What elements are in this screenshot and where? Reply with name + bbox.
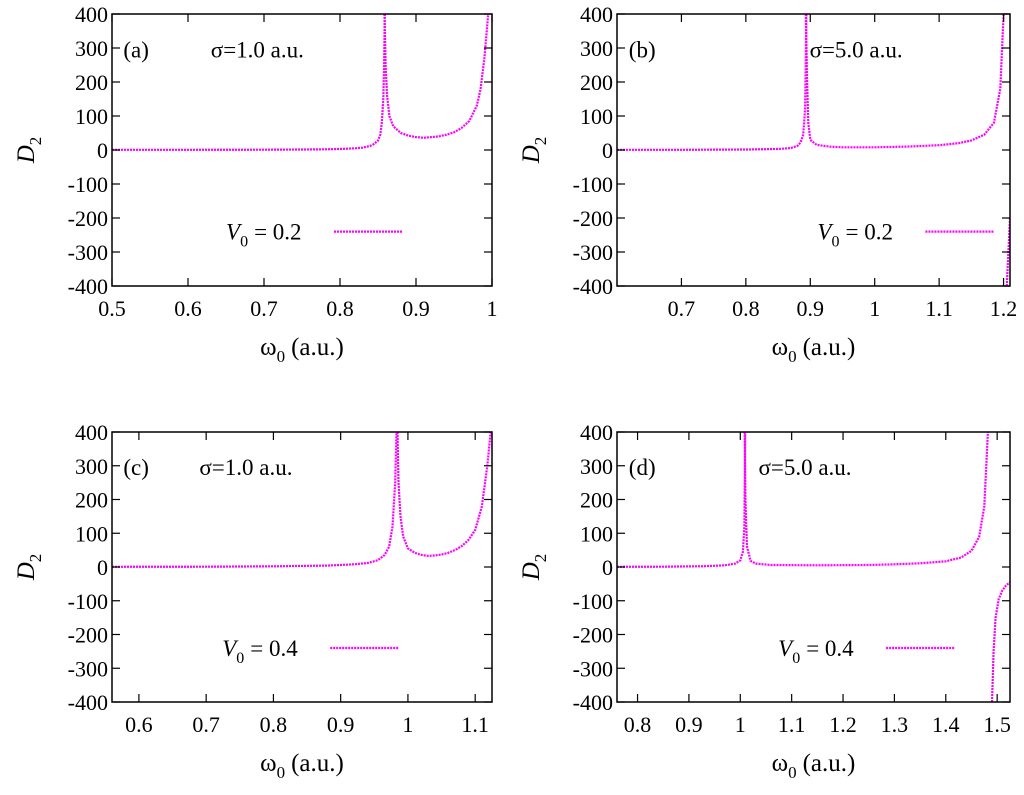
series-line-group xyxy=(112,432,492,568)
x-tick-label: 0.9 xyxy=(327,712,355,737)
y-tick-label: 0 xyxy=(97,555,108,580)
legend-label: V0 = 0.4 xyxy=(222,636,298,667)
x-tick-label: 0.9 xyxy=(675,712,703,737)
y-tick-label: -300 xyxy=(68,240,108,265)
y-tick-label: -100 xyxy=(573,589,613,614)
series-line xyxy=(383,14,490,139)
panel-label: (c) xyxy=(123,455,149,480)
legend-label: V0 = 0.2 xyxy=(817,220,893,251)
y-axis-label: D2 xyxy=(518,137,550,165)
x-axis-label: ω0 (a.u.) xyxy=(772,750,856,782)
sigma-annotation: σ=5.0 a.u. xyxy=(810,37,903,62)
x-tick-label: 1.3 xyxy=(881,712,909,737)
y-tick-label: -100 xyxy=(68,589,108,614)
chart-panel-a: 0.5 0.6 0.7 0.8 0.9 1 -400 -300 -200 -100 0 100 200 3… xyxy=(13,2,498,366)
x-tick-label: 0.5 xyxy=(98,296,126,321)
x-tick-label: 0.7 xyxy=(668,296,696,321)
series-line xyxy=(743,432,989,567)
x-tick-label: 0.9 xyxy=(797,296,825,321)
y-tick-label: 300 xyxy=(75,36,108,61)
y-axis-label: D2 xyxy=(13,554,45,582)
chart-panel-d: 0.8 0.9 1 1.1 1.2 1.3 1.4 1.5 -400 -300 -200 -100 0 1… xyxy=(518,420,1011,782)
y-tick-label: 400 xyxy=(75,420,108,445)
y-tick-label: 100 xyxy=(580,104,613,129)
y-tick-label: 200 xyxy=(75,488,108,513)
series-line xyxy=(990,581,1010,702)
y-tick-label: 0 xyxy=(97,138,108,163)
panel-label: (a) xyxy=(123,37,149,62)
panel-label: (b) xyxy=(629,37,656,62)
y-tick-label: -300 xyxy=(573,240,613,265)
legend-label: V0 = 0.2 xyxy=(226,220,302,251)
series-line-group xyxy=(112,14,490,151)
y-tick-label: 200 xyxy=(580,488,613,513)
chart-panel-b: 0.7 0.8 0.9 1 1.1 1.2 -400 -300 -200 -100 0 100 200 3… xyxy=(518,2,1017,366)
y-tick-label: -100 xyxy=(573,172,613,197)
y-tick-label: 200 xyxy=(580,70,613,95)
y-tick-label: -400 xyxy=(573,690,613,715)
series-line xyxy=(804,14,1005,149)
panel-label: (d) xyxy=(629,455,656,480)
x-tick-label: 1 xyxy=(402,712,413,737)
y-tick-label: -300 xyxy=(573,656,613,681)
x-tick-label: 0.8 xyxy=(260,712,288,737)
y-tick-label: 300 xyxy=(580,36,613,61)
series-line xyxy=(112,432,398,568)
x-tick-label: 0.6 xyxy=(125,712,153,737)
y-tick-label: -200 xyxy=(68,206,108,231)
series-line xyxy=(617,432,747,568)
x-tick-label: 0.8 xyxy=(624,712,652,737)
sigma-annotation: σ=1.0 a.u. xyxy=(211,37,304,62)
y-axis-label: D2 xyxy=(13,137,45,165)
sigma-annotation: σ=5.0 a.u. xyxy=(758,455,851,480)
x-tick-label: 0.8 xyxy=(326,296,354,321)
x-tick-label: 1.1 xyxy=(778,712,806,737)
y-tick-label: -200 xyxy=(573,206,613,231)
x-tick-label: 0.7 xyxy=(250,296,278,321)
x-tick-label: 1.1 xyxy=(461,712,489,737)
series-line xyxy=(617,14,808,151)
x-tick-label: 1.1 xyxy=(925,296,953,321)
chart-panel-c: 0.6 0.7 0.8 0.9 1 1.1 -400 -300 -200 -100 0 100 200 3… xyxy=(13,420,493,782)
y-tick-label: -400 xyxy=(68,274,108,299)
y-tick-label: 0 xyxy=(602,555,613,580)
y-tick-label: 300 xyxy=(580,454,613,479)
y-tick-label: -200 xyxy=(573,623,613,648)
y-tick-label: 400 xyxy=(580,420,613,445)
x-tick-label: 0.8 xyxy=(732,296,760,321)
y-tick-label: 100 xyxy=(580,521,613,546)
y-axis-label: D2 xyxy=(518,554,550,582)
x-axis-label: ω0 (a.u.) xyxy=(772,334,856,366)
x-tick-label: 0.6 xyxy=(174,296,202,321)
y-tick-label: 400 xyxy=(75,2,108,27)
x-tick-label: 1.4 xyxy=(932,712,960,737)
series-line-group xyxy=(617,432,1010,702)
sigma-annotation: σ=1.0 a.u. xyxy=(199,455,292,480)
y-tick-label: 0 xyxy=(602,138,613,163)
x-tick-label: 0.9 xyxy=(402,296,430,321)
y-tick-label: -200 xyxy=(68,623,108,648)
x-tick-label: 1 xyxy=(487,296,498,321)
y-tick-label: -400 xyxy=(68,690,108,715)
y-tick-label: 100 xyxy=(75,104,108,129)
y-tick-label: -300 xyxy=(68,656,108,681)
y-tick-label: 300 xyxy=(75,454,108,479)
y-tick-label: 400 xyxy=(580,2,613,27)
x-tick-label: 1.5 xyxy=(983,712,1011,737)
x-tick-label: 1 xyxy=(735,712,746,737)
y-tick-label: 100 xyxy=(75,521,108,546)
y-tick-label: -100 xyxy=(68,172,108,197)
series-line xyxy=(112,14,386,151)
y-tick-label: 200 xyxy=(75,70,108,95)
legend-label: V0 = 0.4 xyxy=(778,636,854,667)
series-line xyxy=(396,432,492,558)
x-axis-label: ω0 (a.u.) xyxy=(260,750,344,782)
x-axis-label: ω0 (a.u.) xyxy=(260,334,344,366)
x-tick-label: 0.7 xyxy=(192,712,220,737)
x-tick-label: 1 xyxy=(869,296,880,321)
x-tick-label: 1.2 xyxy=(829,712,857,737)
y-tick-label: -400 xyxy=(573,274,613,299)
x-tick-label: 1.2 xyxy=(990,296,1018,321)
